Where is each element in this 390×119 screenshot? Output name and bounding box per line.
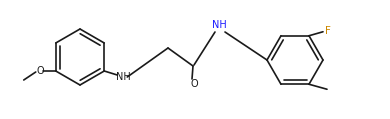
Text: NH: NH — [116, 72, 131, 82]
Text: O: O — [37, 67, 44, 77]
Text: NH: NH — [212, 20, 226, 30]
Text: O: O — [190, 79, 198, 89]
Text: F: F — [325, 26, 331, 36]
